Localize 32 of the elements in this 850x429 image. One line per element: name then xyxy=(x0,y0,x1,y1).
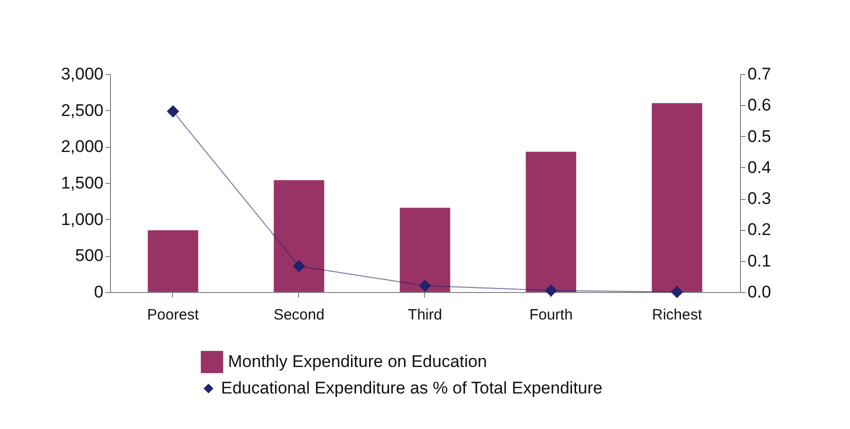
bar xyxy=(400,208,450,292)
point xyxy=(545,284,557,296)
x-tick-label: Third xyxy=(408,306,442,324)
y-tick-label: 2,000 xyxy=(60,137,104,156)
y2-tick-label: 0.4 xyxy=(748,158,772,177)
y2-tick-label: 0.3 xyxy=(748,189,772,208)
x-tick-label: Second xyxy=(274,306,324,324)
y2-tick-label: 0.6 xyxy=(748,96,772,115)
point xyxy=(419,280,431,292)
point xyxy=(293,260,305,272)
y-tick-label: 0 xyxy=(94,282,104,302)
bar xyxy=(526,152,576,292)
x-tick-label: Fourth xyxy=(529,306,573,324)
y-tick-label: 3,000 xyxy=(60,64,104,84)
legend-label: Monthly Expenditure on Education xyxy=(228,352,487,371)
y2-tick-label: 0.2 xyxy=(748,220,772,240)
point xyxy=(167,106,179,118)
point xyxy=(671,286,683,298)
y-tick-label: 2,500 xyxy=(60,100,104,120)
x-tick-label: Richest xyxy=(652,306,703,324)
y2-tick-label: 0.1 xyxy=(748,251,772,270)
bar xyxy=(274,180,324,292)
y-tick-label: 1,500 xyxy=(60,174,104,192)
y2-tick-label: 0.7 xyxy=(748,64,772,84)
y2-tick-label: 0.5 xyxy=(748,126,772,146)
y2-tick-label: 0.0 xyxy=(748,282,772,302)
y-tick-label: 1,000 xyxy=(60,210,104,229)
x-tick-label: Poorest xyxy=(147,306,200,324)
bar xyxy=(148,230,198,292)
bar xyxy=(652,103,702,292)
y-tick-label: 500 xyxy=(75,246,104,266)
legend-label: Educational Expenditure as % of Total Expenditure xyxy=(221,378,602,398)
